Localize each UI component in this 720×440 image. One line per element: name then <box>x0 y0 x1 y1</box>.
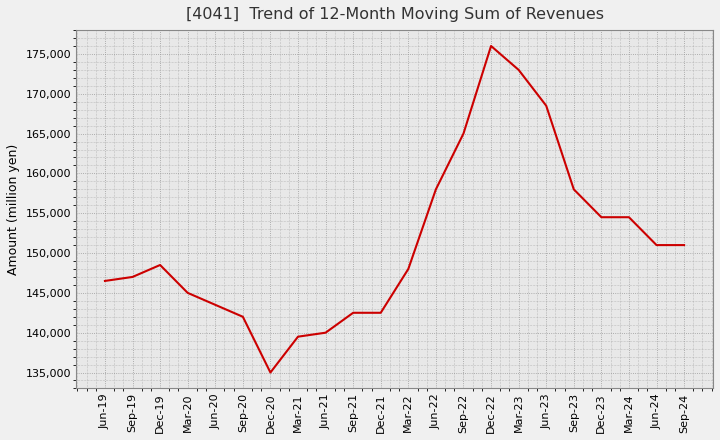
Title: [4041]  Trend of 12-Month Moving Sum of Revenues: [4041] Trend of 12-Month Moving Sum of R… <box>186 7 603 22</box>
Y-axis label: Amount (million yen): Amount (million yen) <box>7 143 20 275</box>
